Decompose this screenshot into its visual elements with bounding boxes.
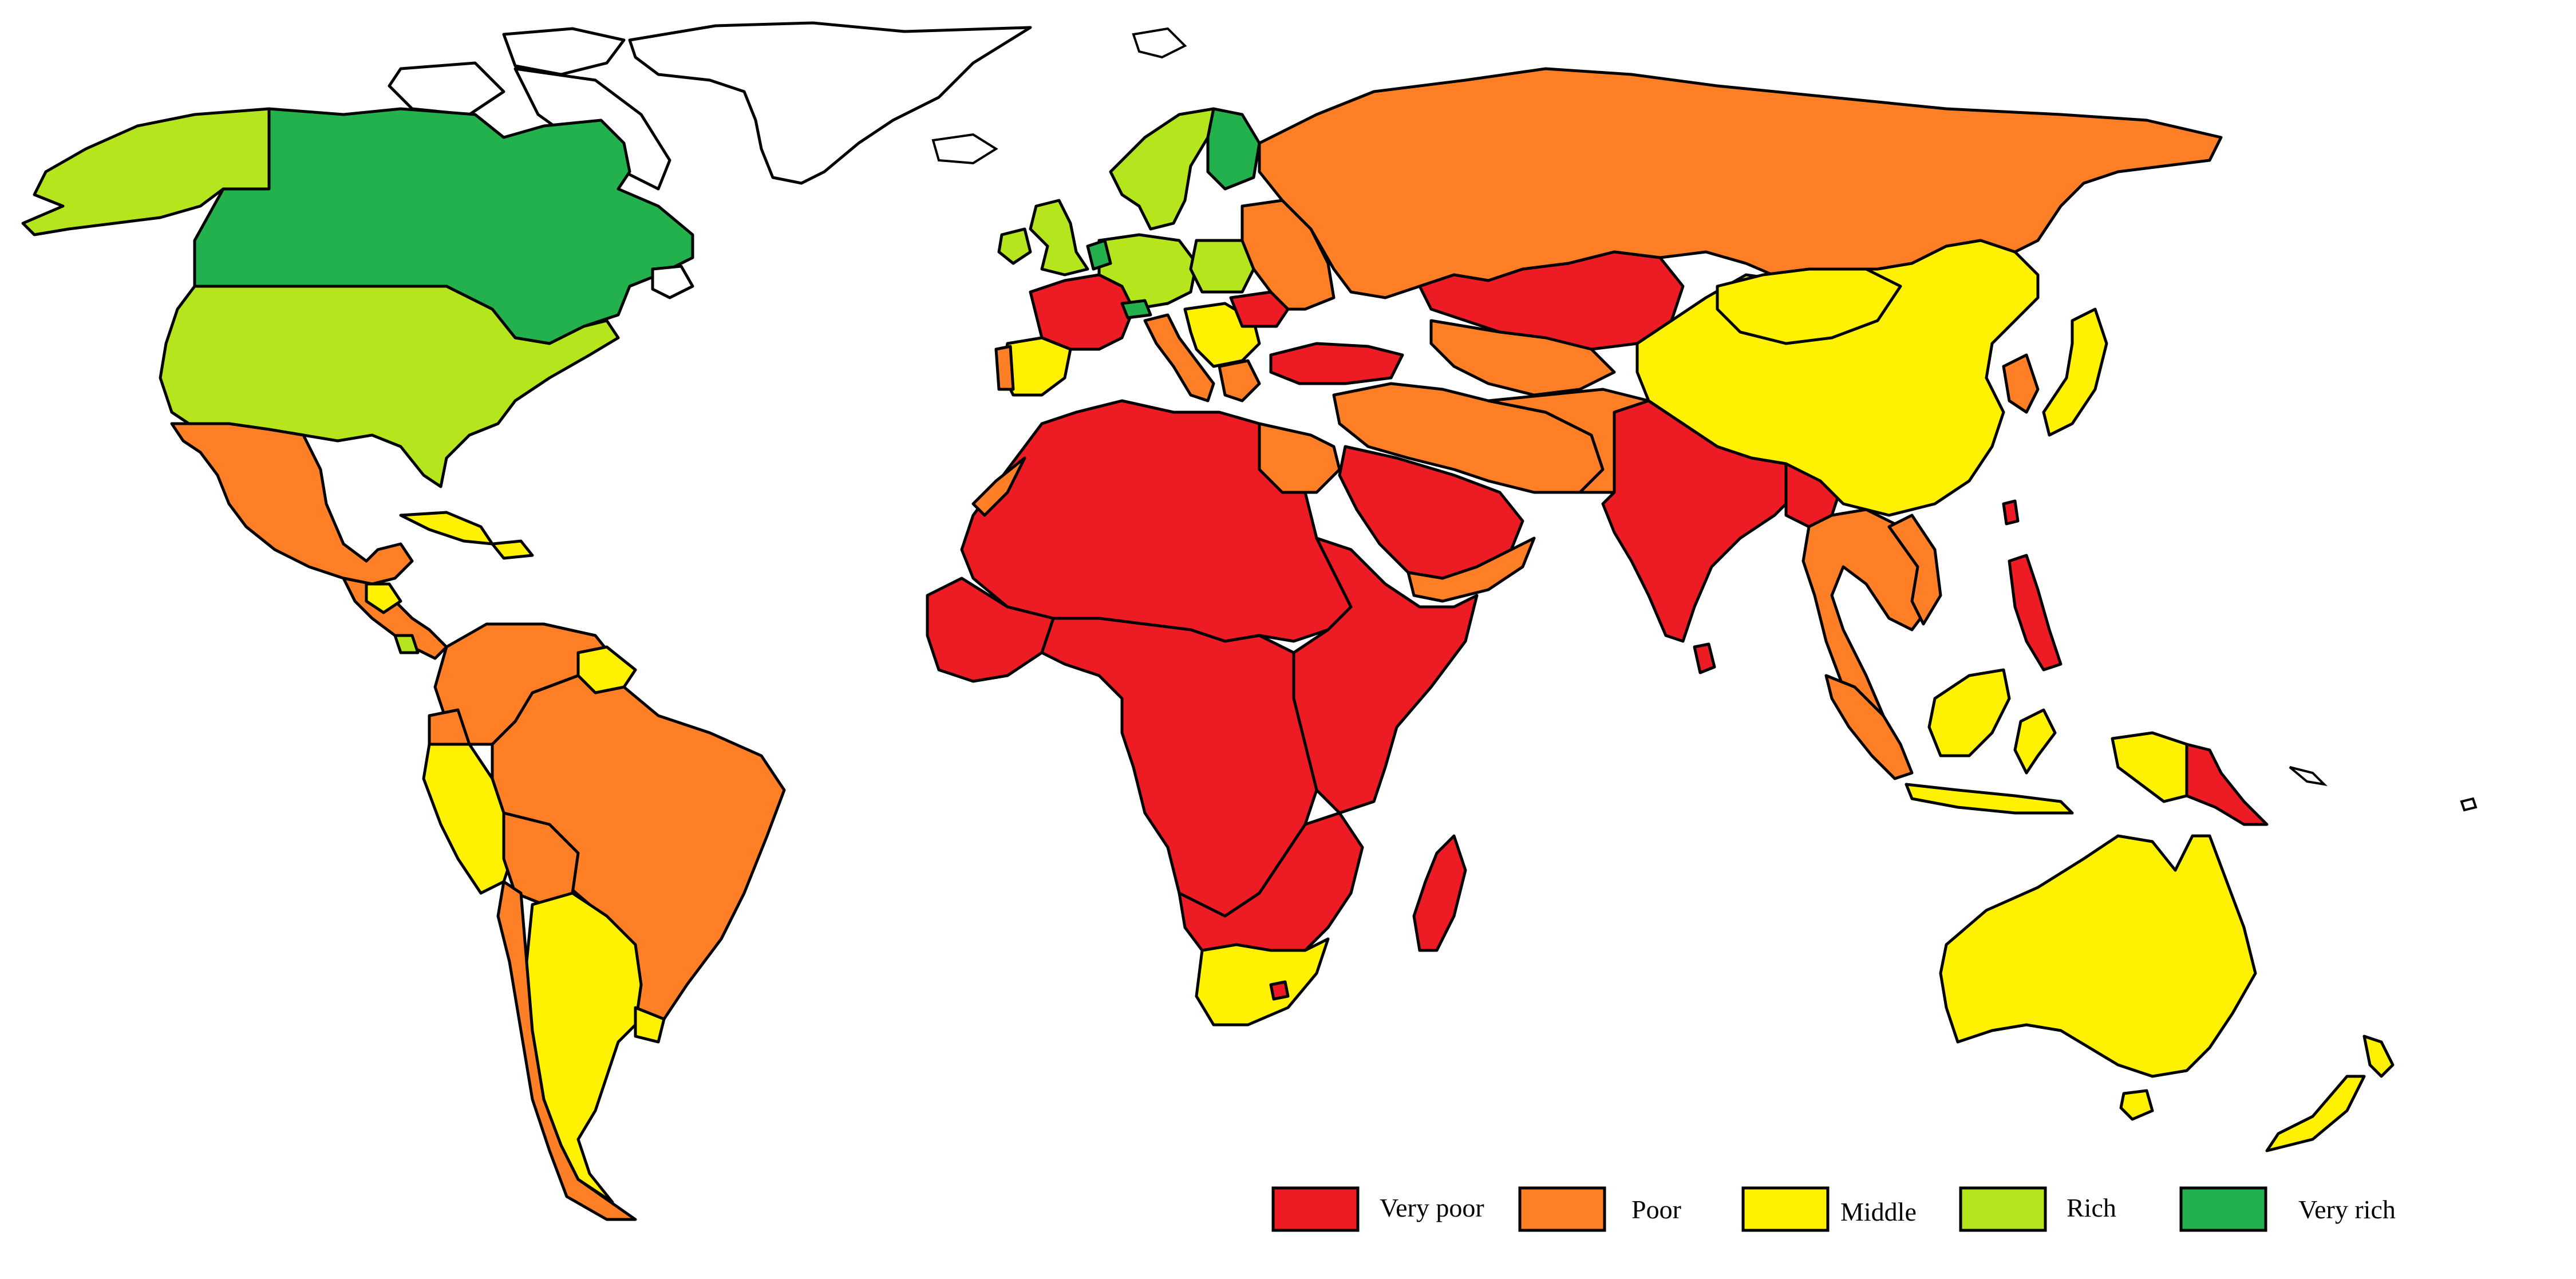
region-new-guinea-west[interactable] [2111, 731, 2188, 803]
region-papua-new-guinea[interactable] [2185, 743, 2269, 826]
region-guatemala[interactable] [365, 582, 402, 614]
region-indonesia-west[interactable] [1824, 674, 1914, 780]
region-italy[interactable] [1143, 313, 1215, 402]
legend-label-very-rich: Very rich [2298, 1195, 2396, 1224]
region-tasmania[interactable] [2119, 1089, 2154, 1121]
region-lesotho[interactable] [1269, 980, 1290, 1001]
region-western-sahara-morocco[interactable] [971, 456, 1026, 517]
north-america [21, 107, 694, 660]
region-romania[interactable] [1229, 290, 1290, 328]
region-south-africa[interactable] [1195, 937, 1330, 1027]
region-netherlands[interactable] [1086, 239, 1112, 271]
region-newfoundland[interactable] [651, 265, 694, 299]
region-russia[interactable] [1258, 67, 2223, 299]
legend-swatch-poor [1518, 1186, 1606, 1232]
africa [926, 399, 1479, 1027]
legend-label-very-poor: Very poor [1380, 1193, 1484, 1222]
legend-swatch-very-poor [1271, 1186, 1360, 1232]
region-ireland[interactable] [997, 227, 1032, 265]
region-vietnam[interactable] [1887, 514, 1942, 626]
legend-label-middle: Middle [1840, 1197, 1917, 1226]
region-greenland[interactable] [628, 21, 1032, 185]
region-egypt[interactable] [1258, 422, 1341, 494]
legend-swatch-middle [1741, 1186, 1830, 1232]
region-finland[interactable] [1206, 107, 1261, 191]
region-uk[interactable] [1029, 199, 1089, 277]
region-switzerland[interactable] [1120, 299, 1152, 319]
region-borneo[interactable] [1927, 668, 2011, 757]
legend-swatch-rich [1959, 1186, 2047, 1232]
legend-swatch-very-rich [2179, 1186, 2267, 1232]
region-usa[interactable] [159, 285, 620, 488]
region-mexico[interactable] [170, 422, 414, 586]
region-uruguay[interactable] [634, 1006, 666, 1044]
legend-label-rich: Rich [2067, 1193, 2116, 1222]
region-victoria-island[interactable] [388, 61, 505, 116]
region-west-africa[interactable] [926, 577, 1055, 683]
region-greece[interactable] [1218, 359, 1261, 402]
region-solomon-islands [2289, 766, 2328, 786]
region-scandinavia[interactable] [1109, 107, 1215, 231]
legend-item-very-poor: Very poor [1271, 1186, 1484, 1232]
region-alaska[interactable] [21, 107, 271, 236]
region-svalbard[interactable] [1132, 27, 1187, 59]
south-america [422, 622, 786, 1221]
region-portugal[interactable] [994, 345, 1015, 391]
region-costa-rica[interactable] [393, 634, 420, 654]
region-fiji-islands [2460, 797, 2478, 812]
region-japan[interactable] [2042, 307, 2108, 437]
region-east-africa[interactable] [1292, 536, 1479, 815]
region-cuba[interactable] [399, 511, 494, 546]
region-mongolia[interactable] [1716, 267, 1902, 345]
europe [994, 107, 1404, 402]
region-argentina[interactable] [525, 891, 643, 1204]
region-madagascar[interactable] [1412, 834, 1467, 952]
region-sulawesi[interactable] [2013, 708, 2057, 775]
region-ellesmere[interactable] [502, 27, 626, 76]
region-central-asia[interactable] [1429, 319, 1616, 397]
region-benelux-germany[interactable] [1097, 233, 1198, 311]
region-korea[interactable] [2002, 353, 2040, 414]
oceania [1824, 668, 2478, 1152]
asia [1258, 67, 2223, 723]
region-new-zealand[interactable] [2265, 1035, 2395, 1152]
region-turkey[interactable] [1269, 342, 1404, 385]
legend-item-rich: Rich [1959, 1186, 2116, 1232]
region-java-lesser-sunda[interactable] [1905, 783, 2074, 815]
region-sri-lanka[interactable] [1693, 642, 1716, 674]
legend: Very poor Poor Middle Rich Very rich [1271, 1186, 2396, 1232]
region-taiwan[interactable] [2002, 499, 2020, 526]
region-hispaniola[interactable] [491, 539, 534, 560]
legend-label-poor: Poor [1631, 1195, 1681, 1224]
legend-item-poor: Poor [1518, 1186, 1681, 1232]
region-guianas[interactable] [576, 645, 637, 694]
region-kazakhstan[interactable] [1418, 250, 1685, 351]
region-france[interactable] [1029, 273, 1135, 351]
region-australia[interactable] [1939, 834, 2257, 1078]
region-yemen-oman[interactable] [1406, 536, 1536, 603]
region-philippines[interactable] [2008, 554, 2063, 672]
legend-item-middle: Middle [1741, 1186, 1917, 1232]
region-iceland[interactable] [931, 133, 998, 165]
legend-item-very-rich: Very rich [2179, 1186, 2396, 1232]
